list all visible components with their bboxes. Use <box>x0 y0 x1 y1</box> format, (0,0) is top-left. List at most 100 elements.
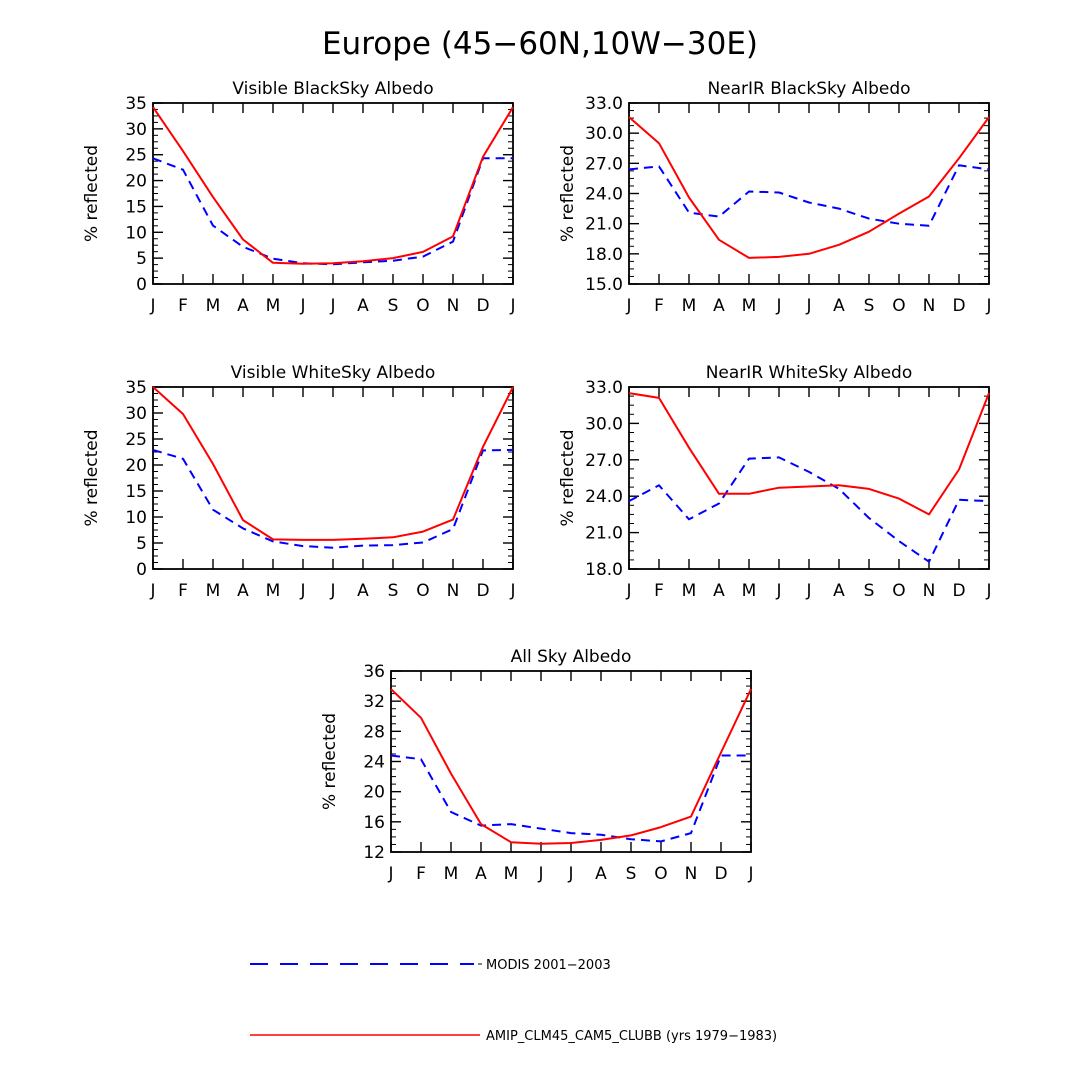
x-tick-label: F <box>178 296 188 316</box>
x-tick-label: A <box>237 581 249 601</box>
y-tick-label: 0 <box>136 275 147 295</box>
y-tick-label: 27.0 <box>585 154 623 174</box>
x-tick-label: M <box>682 296 697 316</box>
x-tick-label: F <box>654 296 664 316</box>
panel-title: All Sky Albedo <box>511 647 632 667</box>
y-tick-label: 12 <box>363 843 385 863</box>
x-tick-label: D <box>714 864 727 884</box>
series-modis-line <box>628 456 990 563</box>
y-tick-label: 30.0 <box>585 124 623 144</box>
panel-title: NearIR WhiteSky Albedo <box>706 363 913 383</box>
x-tick-label: N <box>923 296 936 316</box>
y-tick-label: 5 <box>136 534 147 554</box>
x-tick-label: M <box>266 296 281 316</box>
x-tick-label: J <box>149 581 155 601</box>
y-axis-label: % reflected <box>320 713 340 810</box>
x-tick-label: J <box>299 581 305 601</box>
legend-model-label: AMIP_CLM45_CAM5_CLUBB (yrs 1979−1983) <box>486 1029 777 1044</box>
y-tick-label: 25 <box>125 430 147 450</box>
y-tick-label: 24 <box>363 753 385 773</box>
y-tick-label: 18.0 <box>585 560 623 580</box>
panel-title: Visible WhiteSky Albedo <box>231 363 436 383</box>
y-tick-label: 21.0 <box>585 524 623 544</box>
series-modis-line <box>152 448 514 549</box>
x-tick-label: J <box>149 296 155 316</box>
series-model-line <box>628 392 990 516</box>
y-tick-label: 35 <box>125 378 147 398</box>
panel-title: NearIR BlackSky Albedo <box>707 79 910 99</box>
y-tick-label: 21.0 <box>585 215 623 235</box>
y-tick-label: 0 <box>136 560 147 580</box>
x-tick-label: N <box>685 864 698 884</box>
x-tick-label: D <box>476 581 489 601</box>
x-tick-label: S <box>864 581 875 601</box>
x-tick-label: A <box>595 864 607 884</box>
plot-frame <box>152 102 514 285</box>
x-tick-label: J <box>625 581 631 601</box>
x-tick-label: A <box>833 296 845 316</box>
x-tick-label: D <box>476 296 489 316</box>
series-modis-line <box>390 754 751 843</box>
y-tick-label: 24.0 <box>585 185 623 205</box>
x-tick-label: J <box>509 296 515 316</box>
y-tick-label: 30.0 <box>585 414 623 434</box>
x-tick-label: S <box>626 864 637 884</box>
y-tick-label: 33.0 <box>585 378 623 398</box>
x-tick-label: J <box>747 864 753 884</box>
series-model-line <box>628 116 990 259</box>
y-tick-label: 15.0 <box>585 275 623 295</box>
x-tick-label: A <box>713 296 725 316</box>
x-tick-label: O <box>654 864 667 884</box>
x-tick-label: J <box>537 864 543 884</box>
x-tick-label: A <box>237 296 249 316</box>
x-tick-label: J <box>985 581 991 601</box>
x-tick-label: J <box>775 581 781 601</box>
x-tick-label: F <box>178 581 188 601</box>
x-tick-label: D <box>952 581 965 601</box>
x-tick-label: N <box>447 581 460 601</box>
x-tick-label: D <box>952 296 965 316</box>
x-tick-label: N <box>447 296 460 316</box>
y-tick-label: 30 <box>125 404 147 424</box>
y-axis-label: % reflected <box>82 429 102 526</box>
y-tick-label: 15 <box>125 482 147 502</box>
x-tick-label: A <box>713 581 725 601</box>
y-axis-label: % reflected <box>82 145 102 242</box>
y-tick-label: 10 <box>125 508 147 528</box>
legend-obs-label: MODIS 2001−2003 <box>486 958 611 973</box>
series-model-line <box>152 386 514 541</box>
x-tick-label: F <box>416 864 426 884</box>
y-tick-label: 33.0 <box>585 94 623 114</box>
y-tick-label: 30 <box>125 120 147 140</box>
x-tick-label: A <box>833 581 845 601</box>
y-tick-label: 27.0 <box>585 451 623 471</box>
x-tick-label: M <box>742 296 757 316</box>
y-tick-label: 36 <box>363 662 385 682</box>
x-tick-label: M <box>444 864 459 884</box>
series-model-line <box>152 106 514 265</box>
x-tick-label: N <box>923 581 936 601</box>
y-tick-label: 5 <box>136 249 147 269</box>
y-tick-label: 15 <box>125 197 147 217</box>
x-tick-label: A <box>475 864 487 884</box>
x-tick-label: J <box>387 864 393 884</box>
x-tick-label: F <box>654 581 664 601</box>
x-tick-label: M <box>266 581 281 601</box>
y-tick-label: 28 <box>363 722 385 742</box>
y-axis-label: % reflected <box>558 145 578 242</box>
x-tick-label: J <box>329 581 335 601</box>
legend: MODIS 2001−2003 AMIP_CLM45_CAM5_CLUBB (y… <box>250 958 777 1044</box>
x-tick-label: O <box>416 581 429 601</box>
x-tick-label: O <box>416 296 429 316</box>
series-model-line <box>390 688 752 845</box>
x-tick-label: S <box>388 581 399 601</box>
y-tick-label: 32 <box>363 692 385 712</box>
y-tick-label: 10 <box>125 223 147 243</box>
x-tick-label: J <box>567 864 573 884</box>
y-tick-label: 20 <box>125 456 147 476</box>
x-tick-label: A <box>357 581 369 601</box>
series-modis-line <box>628 164 990 227</box>
x-tick-label: M <box>742 581 757 601</box>
